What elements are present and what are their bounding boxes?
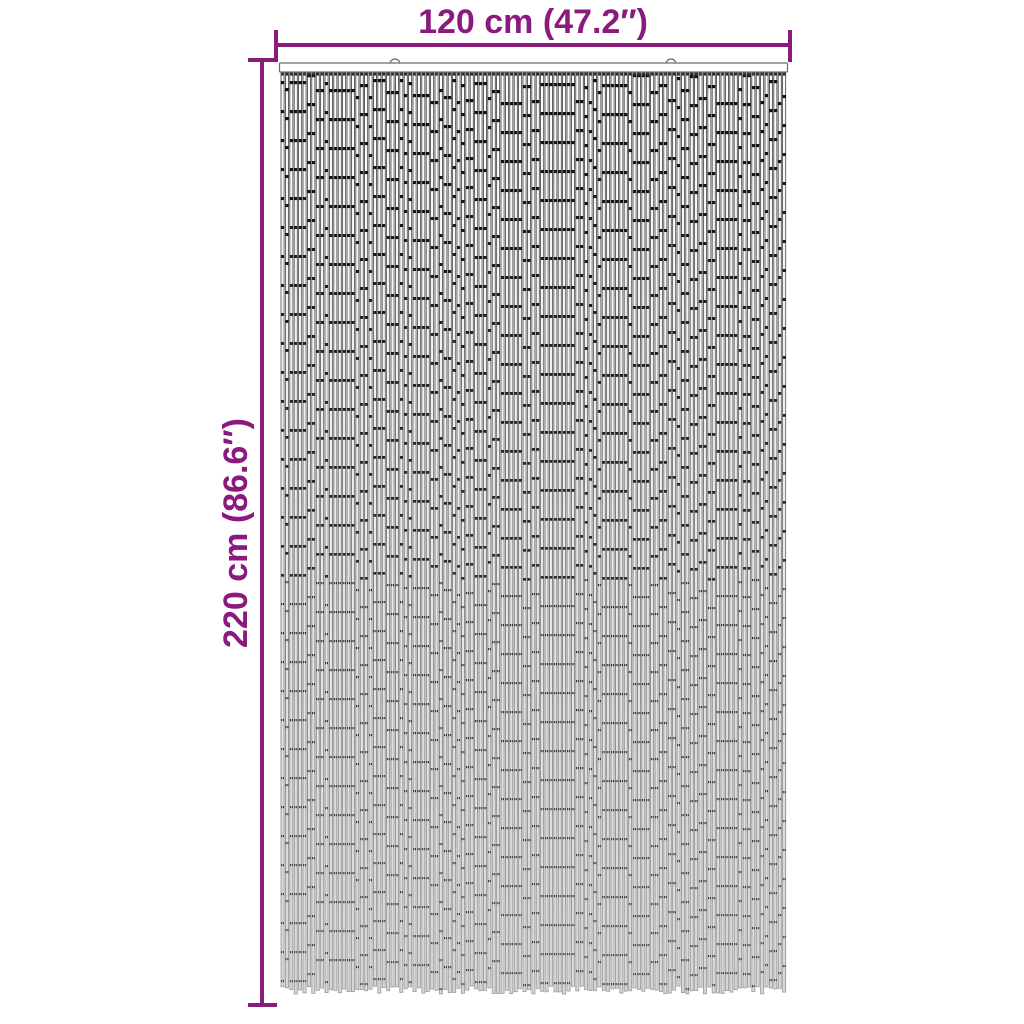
- bamboo-bead-curtain-illustration: [278, 58, 789, 995]
- width-dimension-end-tick-left: [274, 30, 278, 62]
- width-dimension-end-tick-right: [788, 30, 792, 62]
- height-dimension-end-tick-top: [248, 58, 277, 62]
- height-dimension-label: 220 cm (86.6″): [217, 418, 255, 648]
- height-dimension-end-tick-bottom: [248, 1003, 277, 1007]
- width-dimension-label: 120 cm (47.2″): [418, 3, 648, 41]
- width-dimension-line: [276, 43, 790, 47]
- height-dimension-line: [260, 58, 264, 1007]
